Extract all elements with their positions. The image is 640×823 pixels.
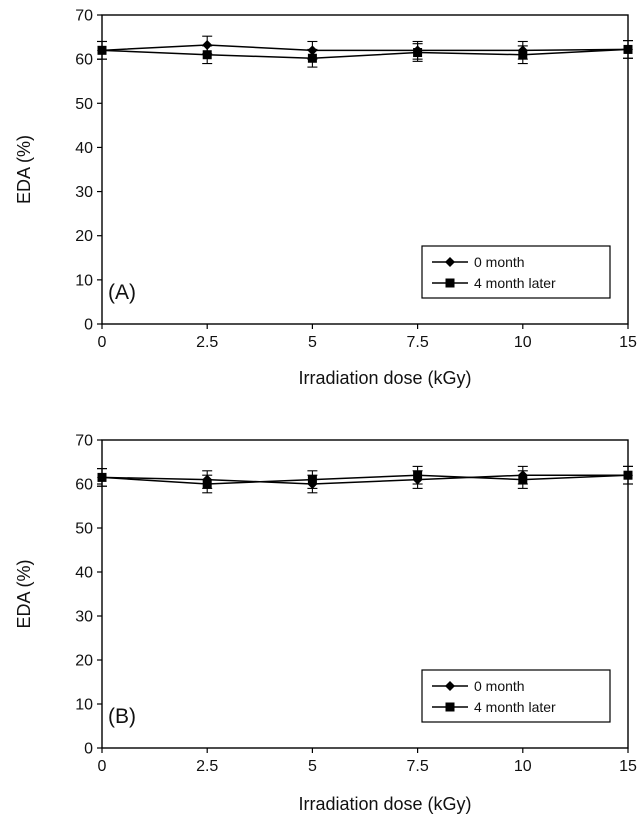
data-point-square xyxy=(202,50,212,60)
y-tick-label: 70 xyxy=(75,433,93,450)
series-line xyxy=(101,44,629,52)
y-tick-label: 0 xyxy=(84,317,93,334)
legend-marker-square xyxy=(445,702,455,712)
x-axis-label: Irradiation dose (kGy) xyxy=(298,368,471,388)
series-zero-month xyxy=(97,465,633,494)
y-tick-label: 20 xyxy=(75,653,93,670)
series-four-month-later xyxy=(97,40,633,68)
y-tick-label: 30 xyxy=(75,609,93,626)
y-tick-label: 40 xyxy=(75,140,93,157)
x-tick-label: 5 xyxy=(308,334,317,351)
data-point-diamond xyxy=(202,40,213,51)
legend-label: 0 month xyxy=(474,678,525,694)
y-tick-label: 50 xyxy=(75,521,93,538)
x-tick-label: 7.5 xyxy=(406,758,428,775)
series-line xyxy=(101,48,629,60)
y-tick-label: 10 xyxy=(75,272,93,289)
legend-box xyxy=(421,245,611,299)
y-axis-label: EDA (%) xyxy=(14,559,34,628)
y-tick-label: 50 xyxy=(75,96,93,113)
data-point-square xyxy=(518,475,528,485)
series-line xyxy=(101,474,629,485)
data-point-square xyxy=(97,472,107,482)
data-point-square xyxy=(413,470,423,480)
y-axis-label: EDA (%) xyxy=(14,135,34,204)
y-tick-label: 0 xyxy=(84,741,93,758)
x-tick-label: 2.5 xyxy=(196,758,218,775)
legend-marker-diamond xyxy=(445,257,455,267)
y-tick-label: 60 xyxy=(75,52,93,69)
panel-label: (A) xyxy=(108,281,136,304)
x-tick-label: 7.5 xyxy=(406,334,428,351)
legend: 0 month 4 month later xyxy=(421,245,611,299)
y-tick-label: 20 xyxy=(75,228,93,245)
data-point-square xyxy=(518,50,528,60)
data-point-square xyxy=(623,44,633,54)
x-tick-label: 10 xyxy=(514,334,532,351)
y-tick-label: 30 xyxy=(75,184,93,201)
legend-label: 0 month xyxy=(474,254,525,270)
data-point-square xyxy=(202,479,212,489)
legend: 0 month 4 month later xyxy=(421,669,611,723)
plot-frame xyxy=(101,439,629,749)
x-tick-label: 0 xyxy=(98,334,107,351)
series-line xyxy=(101,474,628,485)
x-tick-label: 10 xyxy=(514,758,532,775)
y-tick-label: 10 xyxy=(75,697,93,714)
legend-marker-square xyxy=(445,278,455,288)
legend-label: 4 month later xyxy=(474,275,556,291)
chart-panel-a: 0 10 20 30 40 50 60 70 0 2.5 5 7.5 10 15 Irradiation d… xyxy=(14,8,637,389)
data-point-square xyxy=(307,53,317,63)
data-point-square xyxy=(307,475,317,485)
x-tick-label: 5 xyxy=(308,758,317,775)
y-tick-label: 70 xyxy=(75,8,93,25)
legend-label: 4 month later xyxy=(474,699,556,715)
y-tick-label: 40 xyxy=(75,565,93,582)
x-axis-label: Irradiation dose (kGy) xyxy=(298,794,471,814)
x-tick-label: 2.5 xyxy=(196,334,218,351)
data-point-square xyxy=(413,48,423,58)
legend-box xyxy=(421,669,611,723)
chart-panel-b: 0 10 20 30 40 50 60 70 0 2.5 5 7.5 10 15 Irradiation d… xyxy=(14,433,637,815)
x-tick-label: 0 xyxy=(98,758,107,775)
x-tick-label: 15 xyxy=(619,758,637,775)
x-tick-label: 15 xyxy=(619,334,637,351)
series-four-month-later xyxy=(97,465,633,494)
y-tick-label: 60 xyxy=(75,477,93,494)
legend-marker-diamond xyxy=(445,681,455,691)
plot-frame xyxy=(101,14,629,325)
data-point-square xyxy=(623,470,633,480)
panel-label: (B) xyxy=(108,705,136,728)
data-point-square xyxy=(97,45,107,55)
